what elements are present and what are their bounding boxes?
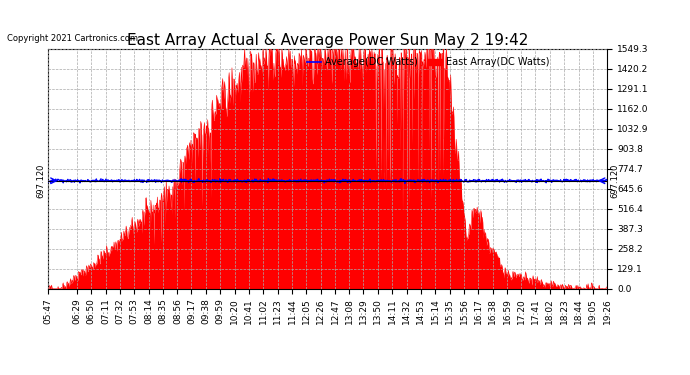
Title: East Array Actual & Average Power Sun May 2 19:42: East Array Actual & Average Power Sun Ma… [127,33,529,48]
Text: Copyright 2021 Cartronics.com: Copyright 2021 Cartronics.com [7,34,138,43]
Text: 697.120: 697.120 [37,164,46,198]
Text: 697.120: 697.120 [610,164,619,198]
Legend: Average(DC Watts), East Array(DC Watts): Average(DC Watts), East Array(DC Watts) [303,54,554,71]
